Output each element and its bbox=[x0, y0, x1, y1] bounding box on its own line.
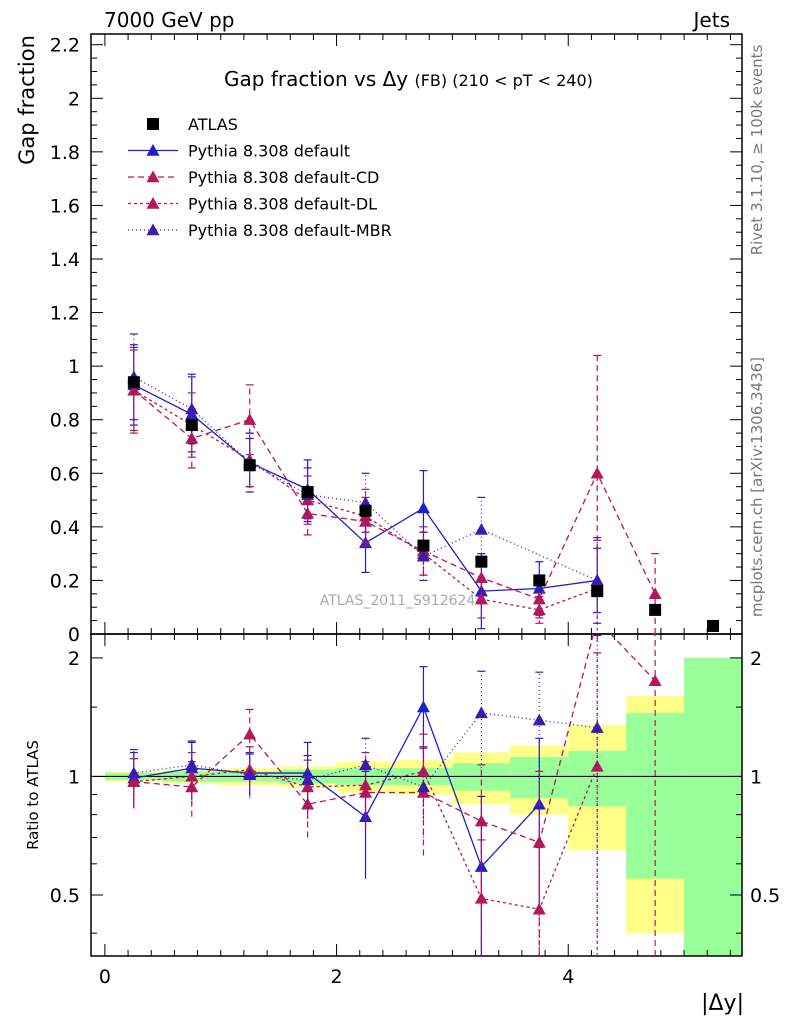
y-tick-label-ratio-right: 1 bbox=[750, 766, 762, 788]
legend-label: Pythia 8.308 default-DL bbox=[188, 195, 377, 214]
series-3-point-ratio bbox=[243, 768, 257, 780]
atlas-data-point bbox=[591, 585, 604, 598]
series-2-point-ratio bbox=[185, 769, 199, 782]
series-2-point-ratio bbox=[359, 778, 373, 791]
series-3-point-main bbox=[185, 402, 199, 415]
series-3-point-ratio bbox=[301, 773, 315, 786]
atlas-data-point bbox=[127, 376, 140, 389]
series-3-point-ratio bbox=[359, 758, 373, 771]
y-tick-label-main: 1.8 bbox=[50, 142, 80, 164]
series-3-point-ratio bbox=[532, 713, 546, 726]
y-tick-label-ratio-right: 2 bbox=[750, 648, 762, 670]
series-1-line-main bbox=[133, 389, 656, 600]
x-axis-label: |Δy| bbox=[701, 991, 744, 1016]
series-1-point-main bbox=[243, 413, 257, 425]
mcplots-reference-text: mcplots.cern.ch [arXiv:1306.3436] bbox=[748, 357, 766, 617]
legend-label: ATLAS bbox=[188, 115, 238, 134]
series-2-point-ratio bbox=[301, 780, 315, 793]
atlas-data-point bbox=[417, 539, 430, 552]
series-0-line-ratio bbox=[133, 705, 540, 868]
series-2-point-main bbox=[532, 603, 546, 616]
y-tick-label-main: 0.4 bbox=[50, 517, 80, 539]
y-tick-label-main: 1 bbox=[68, 356, 80, 378]
series-0-point-ratio bbox=[416, 700, 430, 713]
header-right: Jets bbox=[693, 8, 730, 32]
series-2-point-ratio bbox=[474, 891, 488, 904]
legend-marker bbox=[146, 197, 160, 209]
legend-label: Pythia 8.308 default-CD bbox=[188, 168, 379, 187]
x-tick-label: 0 bbox=[99, 966, 111, 988]
series-3-point-main bbox=[416, 549, 430, 562]
y-tick-label-main: 0.2 bbox=[50, 570, 80, 592]
series-3-point-ratio bbox=[127, 766, 141, 779]
series-3-point-ratio bbox=[185, 758, 199, 771]
series-1-line-ratio bbox=[133, 634, 656, 844]
series-1-point-main bbox=[590, 466, 604, 479]
y-tick-label-main: 0.6 bbox=[50, 463, 80, 485]
y-tick-label-ratio-left: 0.5 bbox=[50, 885, 80, 907]
y-tick-label-ratio-right: 0.5 bbox=[750, 885, 780, 907]
ratio-plot-frame bbox=[90, 633, 743, 957]
legend-label: Pythia 8.308 default-MBR bbox=[188, 221, 392, 240]
legend-marker bbox=[146, 144, 160, 156]
chart-title: Gap fraction vs Δy (FB) (210 < pT < 240) bbox=[224, 67, 593, 91]
series-1-point-main bbox=[648, 587, 662, 600]
series-3-point-ratio bbox=[416, 780, 430, 793]
legend-label: Pythia 8.308 default bbox=[188, 142, 350, 161]
series-1-point-ratio bbox=[243, 727, 257, 740]
atlas-data-point bbox=[649, 603, 662, 616]
series-2-point-ratio bbox=[127, 775, 141, 787]
atlas-data-point bbox=[533, 574, 546, 587]
series-2-point-main bbox=[127, 383, 141, 396]
atlas-data-point bbox=[243, 459, 256, 472]
series-0-point-ratio bbox=[301, 766, 315, 779]
analysis-watermark: ATLAS_2011_S9126244 bbox=[320, 593, 485, 609]
series-3-point-main bbox=[590, 573, 604, 586]
header-left: 7000 GeV pp bbox=[104, 8, 235, 32]
y-tick-label-main: 0.8 bbox=[50, 410, 80, 432]
x-tick-label: 2 bbox=[331, 966, 343, 988]
y-tick-label-main: 1.2 bbox=[50, 303, 80, 325]
legend-marker-atlas bbox=[147, 118, 159, 130]
y-tick-label-main: 1.4 bbox=[50, 249, 80, 271]
atlas-data-point bbox=[185, 419, 198, 432]
series-1-point-ratio bbox=[474, 814, 488, 827]
y-tick-label-main: 0 bbox=[68, 624, 80, 646]
series-3-point-ratio bbox=[590, 721, 604, 733]
stat-uncertainty-band bbox=[684, 657, 742, 956]
series-0-point-ratio bbox=[474, 860, 488, 872]
series-1-point-ratio bbox=[648, 674, 662, 686]
y-tick-label-main: 2.2 bbox=[50, 35, 80, 57]
atlas-data-point bbox=[475, 555, 488, 568]
y-tick-label-ratio-left: 1 bbox=[68, 766, 80, 788]
atlas-data-point bbox=[707, 619, 720, 632]
x-tick-label: 4 bbox=[562, 966, 574, 988]
legend-marker bbox=[146, 170, 160, 183]
atlas-data-point bbox=[301, 486, 314, 499]
y-tick-label-main: 2 bbox=[68, 88, 80, 110]
series-1-point-ratio bbox=[532, 835, 546, 848]
series-2-point-main bbox=[474, 592, 488, 605]
y-tick-label-main: 1.6 bbox=[50, 195, 80, 217]
series-3-point-ratio bbox=[474, 706, 488, 719]
y-axis-label-ratio: Ratio to ATLAS bbox=[24, 740, 42, 850]
atlas-data-point bbox=[359, 504, 372, 517]
series-2-point-ratio bbox=[416, 764, 430, 777]
series-3-line-main bbox=[133, 376, 598, 582]
y-tick-label-ratio-left: 2 bbox=[68, 648, 80, 670]
series-3-point-main bbox=[474, 523, 488, 535]
legend-marker bbox=[146, 223, 160, 236]
rivet-version-text: Rivet 3.1.10, ≥ 100k events bbox=[748, 45, 766, 256]
y-axis-label-main: Gap fraction bbox=[15, 35, 39, 165]
series-0-point-main bbox=[416, 501, 430, 514]
series-0-point-main bbox=[474, 584, 488, 597]
ratio-plot-area bbox=[127, 634, 662, 956]
main-plot-area bbox=[127, 333, 720, 634]
series-2-point-ratio bbox=[532, 902, 546, 915]
